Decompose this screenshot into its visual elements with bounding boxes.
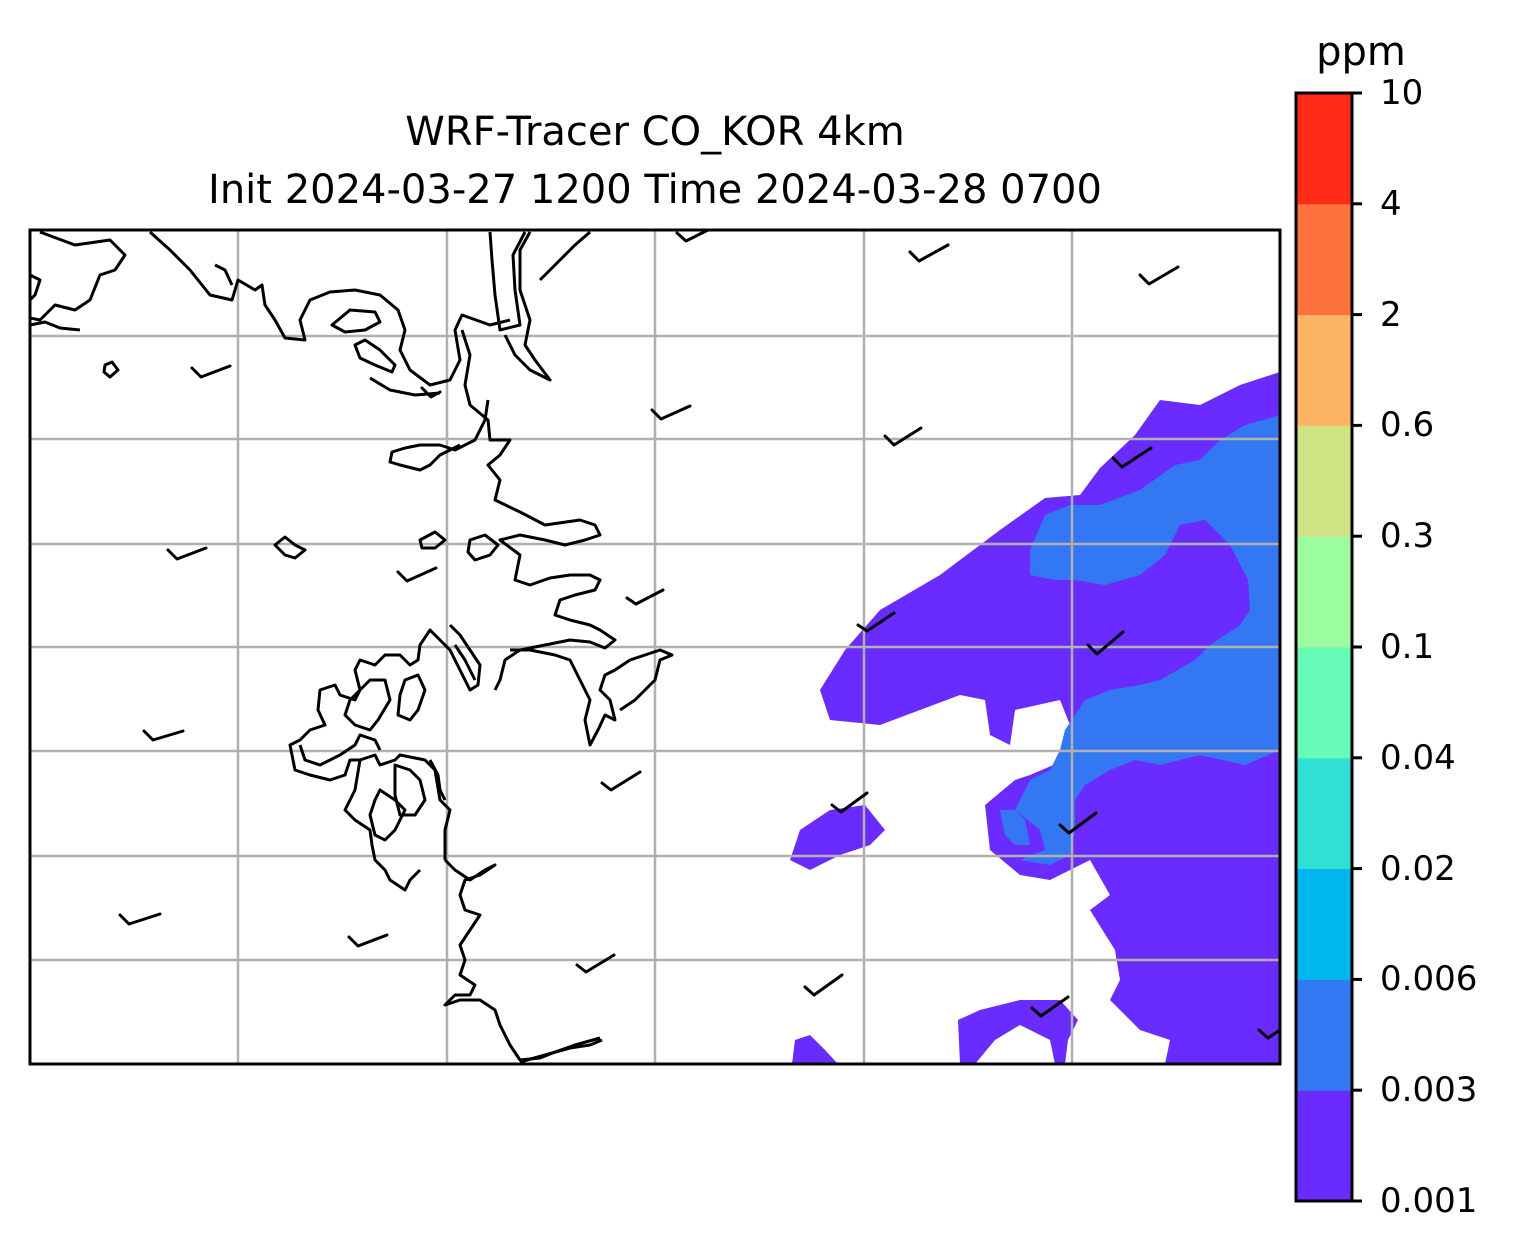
map-frame — [28, 228, 1282, 1066]
colorbar-tick-label: 0.02 — [1380, 848, 1456, 889]
colorbar-tick-label: 0.001 — [1380, 1181, 1478, 1221]
colorbar-tick-label: 0.6 — [1380, 405, 1435, 446]
gridlines — [30, 230, 1280, 1064]
colorbar-tick-label: 0.1 — [1380, 627, 1435, 667]
coastlines — [30, 230, 674, 1064]
plume-mid — [1000, 415, 1280, 865]
colorbar-unit: ppm — [1316, 29, 1406, 75]
colorbar-tick-label: 0.006 — [1380, 959, 1478, 1000]
colorbar-segment — [1296, 868, 1352, 980]
colorbar-tick-label: 0.3 — [1380, 516, 1435, 557]
colorbar-segment — [1296, 647, 1352, 759]
map-title: WRF-Tracer CO_KOR 4km — [405, 109, 905, 155]
colorbar-segment — [1296, 203, 1352, 316]
colorbar-tick-label: 2 — [1380, 294, 1402, 335]
colorbar-segment — [1296, 536, 1352, 648]
colorbar-segment — [1296, 314, 1352, 426]
colorbar-segment — [1296, 1090, 1352, 1202]
colorbar-segment — [1296, 93, 1352, 205]
colorbar-tick-label: 4 — [1380, 183, 1402, 224]
colorbar — [1294, 91, 1362, 1203]
wind-barbs — [118, 230, 1280, 1040]
colorbar-segment — [1296, 979, 1352, 1091]
colorbar-tick-label: 0.04 — [1380, 737, 1456, 778]
colorbar-segment — [1296, 425, 1352, 537]
colorbar-tick-label: 10 — [1380, 73, 1424, 113]
map-subtitle: Init 2024-03-27 1200 Time 2024-03-28 070… — [208, 167, 1102, 213]
colorbar-tick-label: 0.003 — [1380, 1070, 1478, 1111]
colorbar-segment — [1296, 757, 1352, 870]
